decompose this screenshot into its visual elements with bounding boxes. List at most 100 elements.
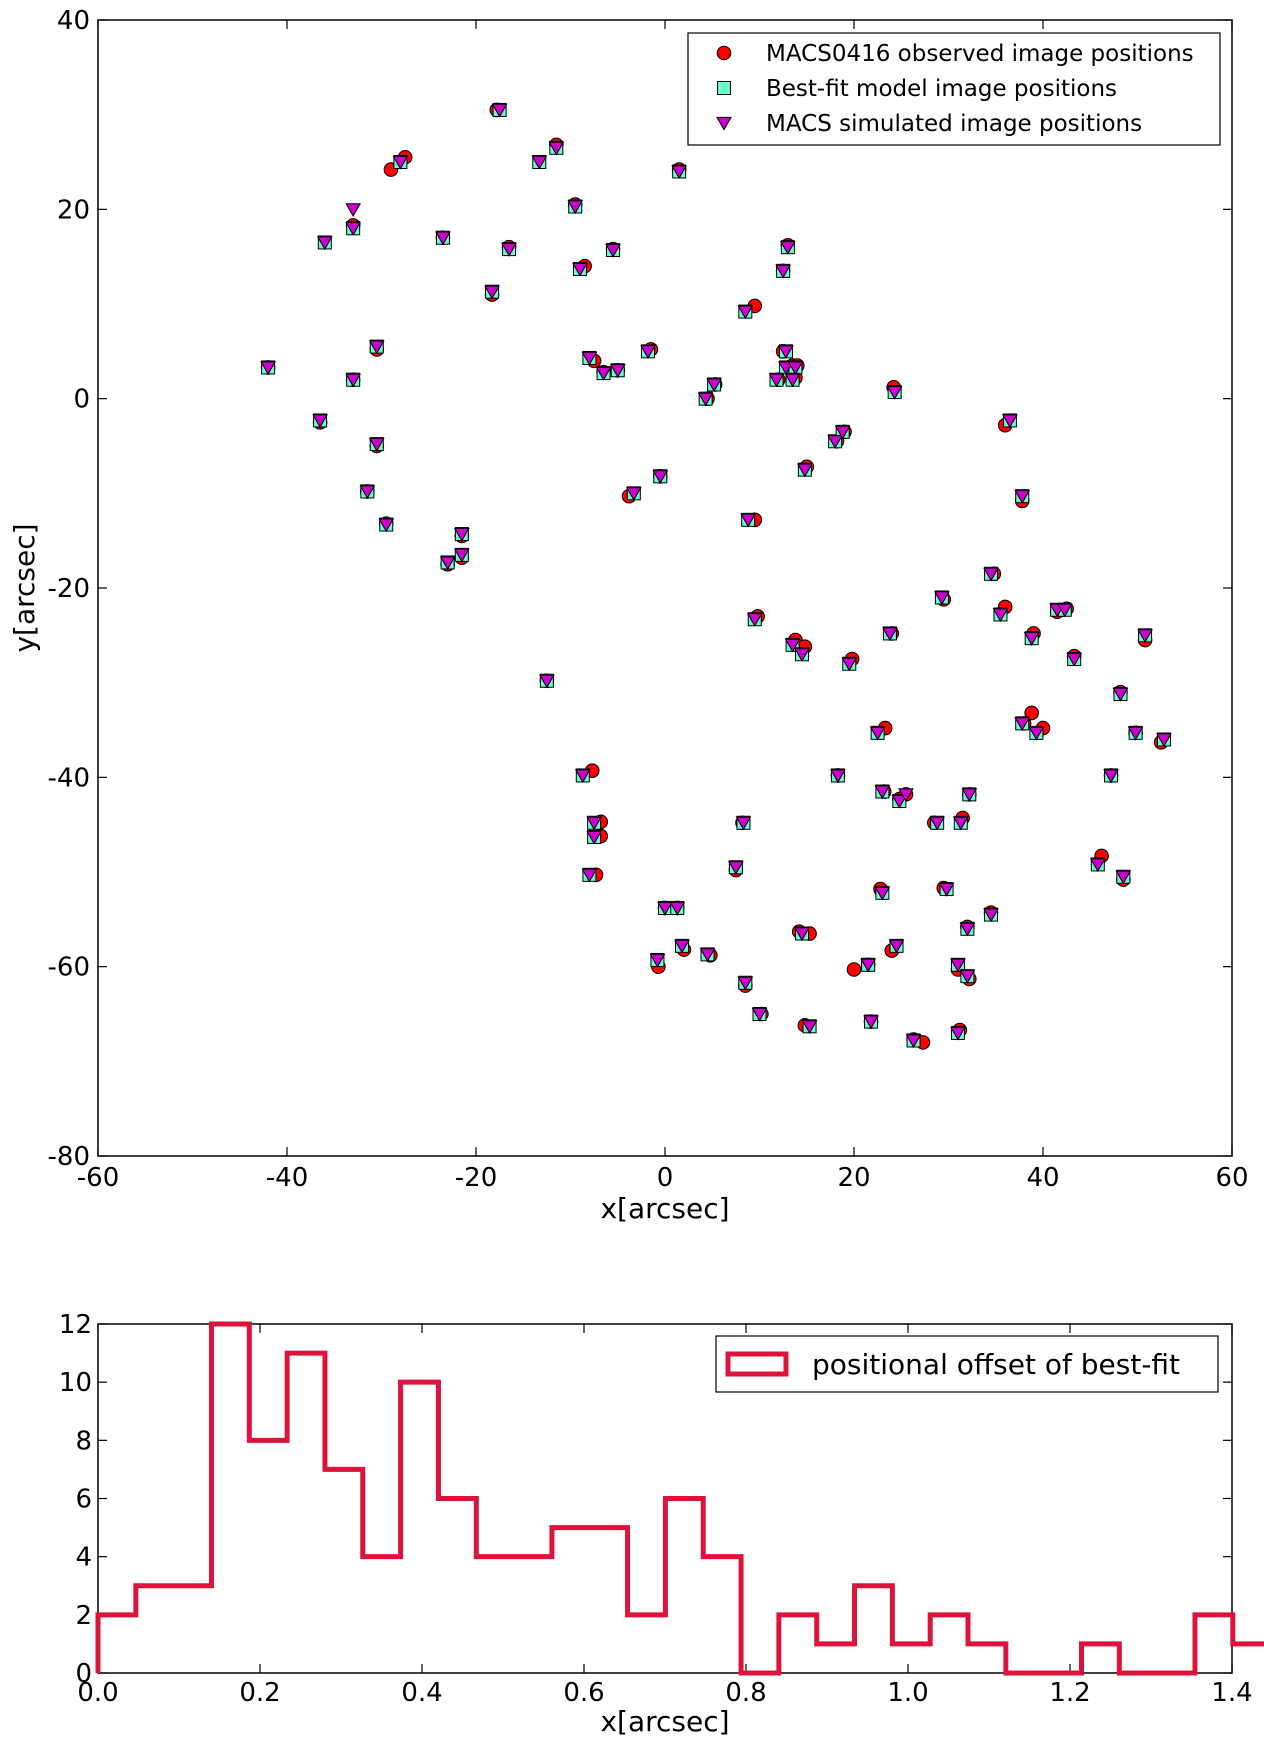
histogram-legend-label: positional offset of best-fit (812, 1348, 1180, 1381)
legend-marker-model (717, 81, 731, 95)
data-point-simulated (574, 769, 591, 784)
data-point-simulated (905, 1034, 922, 1049)
data-point-simulated (834, 425, 851, 440)
data-point-simulated (671, 165, 688, 180)
data-point-simulated (345, 373, 362, 388)
data-point-simulated (827, 435, 843, 449)
scatter-legend-box (687, 32, 1221, 146)
data-point-simulated (779, 241, 796, 255)
y-tick-label: 4 (75, 1543, 92, 1573)
data-point-simulated (959, 922, 976, 937)
histogram-x-axis-label: x[arcsec] (600, 1705, 729, 1737)
data-point-simulated (728, 861, 744, 875)
data-point-simulated (784, 373, 801, 388)
data-point-simulated (697, 392, 714, 407)
data-point-simulated (898, 788, 914, 803)
data-point-simulated (959, 970, 976, 984)
scatter-legend: MACS0416 observed image positions Best-fi… (687, 32, 1221, 146)
data-point-simulated (952, 816, 969, 831)
legend-label-simulated: MACS simulated image positions (766, 111, 1142, 137)
data-point-simulated (735, 816, 752, 831)
data-point-simulated (484, 285, 500, 300)
data-point-simulated (368, 438, 385, 452)
data-point-simulated (572, 262, 588, 277)
data-point-simulated (746, 613, 763, 627)
data-point-simulated (378, 518, 395, 533)
data-point-simulated (874, 886, 891, 901)
data-point-simulated (649, 953, 666, 968)
data-point-simulated (1056, 603, 1073, 618)
x-tick-label: 1.4 (1211, 1678, 1252, 1708)
data-point-simulated (1014, 490, 1031, 504)
histogram-legend-box (715, 1335, 1219, 1393)
data-point-simulated (796, 463, 813, 478)
histogram-tick-labels: 0.0 0.2 0.4 0.6 0.8 1.0 1.2 1.4 12 10 8 6 4 2 0 (59, 1310, 1253, 1708)
scatter-points (260, 102, 1172, 1050)
x-tick-label: 0.0 (77, 1678, 118, 1708)
data-point-simulated (1103, 769, 1119, 784)
data-point-simulated (775, 264, 791, 279)
data-point-simulated (345, 222, 362, 236)
data-point-simulated (581, 351, 598, 366)
x-tick-label: 1.2 (1049, 1678, 1090, 1708)
scatter-plot-area (97, 19, 1233, 1157)
data-point-simulated (950, 958, 966, 973)
data-point-simulated (1023, 632, 1040, 646)
data-point-simulated (453, 527, 470, 542)
data-point-simulated (1137, 629, 1153, 643)
y-tick-label: -80 (48, 1142, 90, 1172)
scatter-x-axis-label: x[arcsec] (600, 1192, 729, 1225)
data-point-simulated (983, 567, 999, 582)
data-point-simulated (312, 414, 328, 429)
histogram-legend: positional offset of best-fit (715, 1335, 1219, 1393)
data-point-simulated (740, 513, 757, 528)
data-point-observed (1024, 705, 1039, 721)
y-tick-label: 20 (57, 195, 90, 225)
data-point-simulated (699, 948, 716, 963)
data-point-simulated (768, 373, 785, 388)
x-tick-label: 0.8 (725, 1678, 766, 1708)
histogram-legend-swatch (725, 1351, 789, 1377)
y-tick-label: 12 (59, 1310, 92, 1340)
data-point-simulated (316, 236, 333, 251)
y-tick-label: 0 (75, 1659, 92, 1689)
data-point-simulated (435, 231, 451, 246)
data-point-simulated (345, 203, 362, 217)
data-point-simulated (891, 794, 908, 809)
y-tick-label: -40 (48, 763, 90, 793)
data-point-simulated (1115, 870, 1132, 885)
legend-label-observed: MACS0416 observed image positions (766, 41, 1194, 67)
data-point-simulated (1002, 414, 1018, 429)
data-point-simulated (501, 242, 517, 257)
data-point-simulated (801, 1020, 818, 1034)
data-point-simulated (794, 648, 810, 662)
data-point-simulated (860, 958, 877, 973)
data-point-simulated (950, 1026, 966, 1041)
data-point-simulated (784, 638, 801, 653)
data-point-simulated (992, 608, 1009, 623)
y-tick-label: 8 (75, 1426, 92, 1456)
data-point-simulated (1089, 858, 1106, 873)
x-tick-label: 0.4 (401, 1678, 442, 1708)
data-point-simulated (539, 674, 555, 689)
x-tick-label: -20 (455, 1163, 497, 1193)
y-tick-label: 6 (75, 1485, 92, 1515)
data-point-simulated (1014, 717, 1031, 732)
x-tick-label: 1.0 (887, 1678, 928, 1708)
data-point-simulated (491, 103, 508, 118)
data-point-simulated (778, 361, 794, 376)
histogram-step-outline (95, 1321, 1264, 1676)
x-tick-label: 40 (1026, 1163, 1059, 1193)
y-tick-label: 10 (59, 1368, 92, 1398)
data-point-simulated (609, 364, 626, 378)
data-point-simulated (938, 882, 955, 897)
data-point-simulated (586, 830, 602, 845)
scatter-y-axis-label: y[arcsec] (8, 523, 41, 652)
series-model (261, 102, 1171, 1048)
x-tick-label: 0 (657, 1163, 674, 1193)
x-tick-label: -60 (77, 1163, 119, 1193)
data-point-simulated (581, 868, 598, 883)
data-point-simulated (961, 788, 978, 803)
